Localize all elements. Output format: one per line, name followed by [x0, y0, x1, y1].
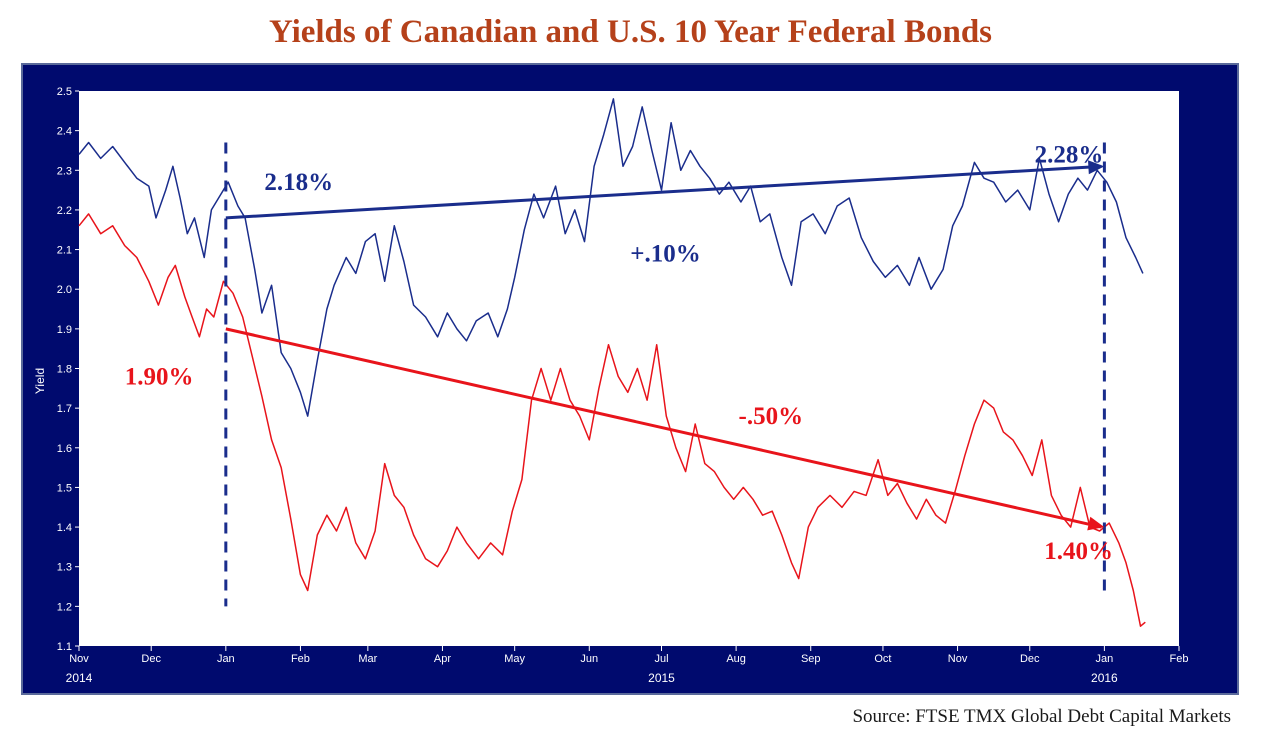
x-tick-label: Aug	[726, 653, 746, 665]
annotation-label: 2.28%	[1035, 141, 1104, 168]
plot-area	[79, 91, 1179, 646]
x-tick-label: Jan	[217, 653, 235, 665]
x-tick-label: May	[504, 653, 525, 665]
trend-arrowhead	[1088, 160, 1105, 175]
source-note: Source: FTSE TMX Global Debt Capital Mar…	[852, 706, 1231, 727]
y-tick-label: 1.6	[57, 443, 72, 455]
x-tick-label: Oct	[874, 653, 891, 665]
y-tick-label: 2.1	[57, 245, 72, 257]
annotation-label: +.10%	[630, 240, 701, 267]
y-tick-label: 1.1	[57, 641, 72, 653]
x-tick-label: Mar	[358, 653, 377, 665]
x-tick-label: Jan	[1096, 653, 1114, 665]
y-tick-label: 1.7	[57, 403, 72, 415]
x-tick-label: Feb	[291, 653, 310, 665]
y-tick-label: 2.3	[57, 165, 72, 177]
y-axis-label: Yield	[33, 368, 47, 394]
x-axis: Nov Dec Jan Feb Mar Apr May Jun Jul Aug Sep Oct Nov D…	[66, 646, 1189, 685]
x-tick-label: Dec	[1020, 653, 1040, 665]
y-tick-label: 2.2	[57, 205, 72, 217]
y-tick-label: 2.5	[57, 86, 72, 98]
trend-line	[225, 327, 1102, 529]
annotation-label: 1.90%	[125, 363, 194, 390]
chart-frame-border	[21, 63, 1239, 695]
x-tick-label: Sep	[801, 653, 821, 665]
trend-arrowhead	[1087, 516, 1105, 531]
annotation-label: 1.40%	[1044, 538, 1113, 565]
year-label: 2015	[648, 671, 675, 685]
trend-line	[225, 164, 1102, 220]
series-line-canada	[78, 213, 1146, 627]
y-tick-label: 1.2	[57, 601, 72, 613]
year-label: 2016	[1091, 671, 1118, 685]
y-tick-label: 1.4	[57, 522, 72, 534]
y-axis: 1.1 1.2 1.3 1.4 1.5 1.6 1.7 1.8 1.9 2.0 2.1 2.2 2.3 2…	[57, 86, 79, 653]
annotation-label: -.50%	[739, 403, 804, 430]
x-tick-label: Dec	[141, 653, 161, 665]
y-tick-label: 1.9	[57, 324, 72, 336]
trend-layer	[225, 160, 1105, 531]
x-tick-label: Feb	[1170, 653, 1189, 665]
annotation-label: 2.18%	[264, 169, 333, 196]
y-tick-label: 1.5	[57, 482, 72, 494]
y-tick-label: 1.3	[57, 562, 72, 574]
yield-chart: Yield 1.1 1.2 1.3 1.4 1.5 1.6 1.7 1.8 1.9 2.0 2.1 2…	[21, 63, 1239, 695]
year-label: 2014	[66, 671, 93, 685]
y-tick-label: 2.4	[57, 126, 72, 138]
x-tick-label: Jul	[654, 653, 668, 665]
y-tick-label: 2.0	[57, 284, 72, 296]
markers-layer	[224, 142, 1106, 607]
y-tick-label: 1.8	[57, 364, 72, 376]
annotation-layer: 2.18% 2.28% +.10% 1.90% -.50% 1.40%	[125, 141, 1113, 564]
x-tick-label: Jun	[580, 653, 598, 665]
x-tick-label: Nov	[948, 653, 968, 665]
x-tick-label: Nov	[69, 653, 89, 665]
x-tick-label: Apr	[434, 653, 451, 665]
chart-title: Yields of Canadian and U.S. 10 Year Fede…	[268, 14, 993, 50]
